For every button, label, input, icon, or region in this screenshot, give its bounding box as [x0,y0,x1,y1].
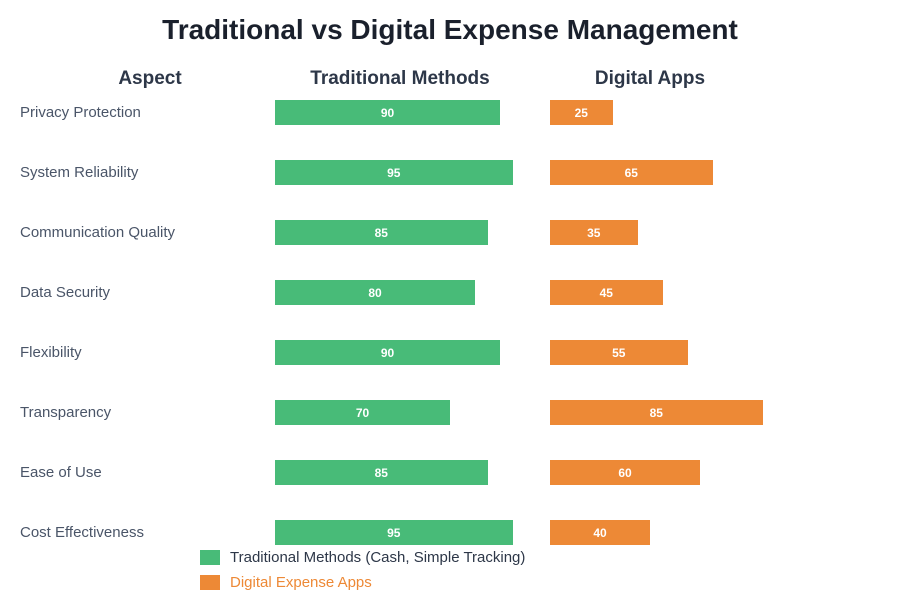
bar-digital: 60 [550,460,700,485]
bar-digital: 55 [550,340,688,365]
bar-digital: 65 [550,160,713,185]
legend-swatch-digital [200,575,220,590]
bar-traditional: 95 [275,160,513,185]
bar-traditional: 95 [275,520,513,545]
column-header-traditional: Traditional Methods [310,68,490,89]
bar-traditional: 90 [275,340,500,365]
legend-item-digital: Digital Expense Apps [200,574,372,591]
category-label: Privacy Protection [20,104,141,121]
column-header-aspect: Aspect [118,68,182,89]
legend-label-digital: Digital Expense Apps [230,574,372,591]
category-label: Cost Effectiveness [20,524,144,541]
bar-digital: 40 [550,520,650,545]
legend-swatch-traditional [200,550,220,565]
chart-title: Traditional vs Digital Expense Managemen… [162,14,738,45]
legend-label-traditional: Traditional Methods (Cash, Simple Tracki… [230,549,526,566]
legend-item-traditional: Traditional Methods (Cash, Simple Tracki… [200,549,525,566]
bar-digital: 45 [550,280,663,305]
category-label: Transparency [20,404,112,421]
column-header-digital: Digital Apps [594,68,706,89]
category-label: Data Security [20,284,111,301]
bar-digital: 85 [550,400,763,425]
bar-traditional: 80 [275,280,475,305]
category-label: Flexibility [20,344,82,361]
bar-digital: 25 [550,100,613,125]
bar-traditional: 70 [275,400,450,425]
category-label: Communication Quality [20,224,176,241]
bar-digital: 35 [550,220,638,245]
bar-traditional: 90 [275,100,500,125]
bar-traditional: 85 [275,460,488,485]
bar-traditional: 85 [275,220,488,245]
category-label: System Reliability [20,164,139,181]
category-label: Ease of Use [20,464,102,481]
